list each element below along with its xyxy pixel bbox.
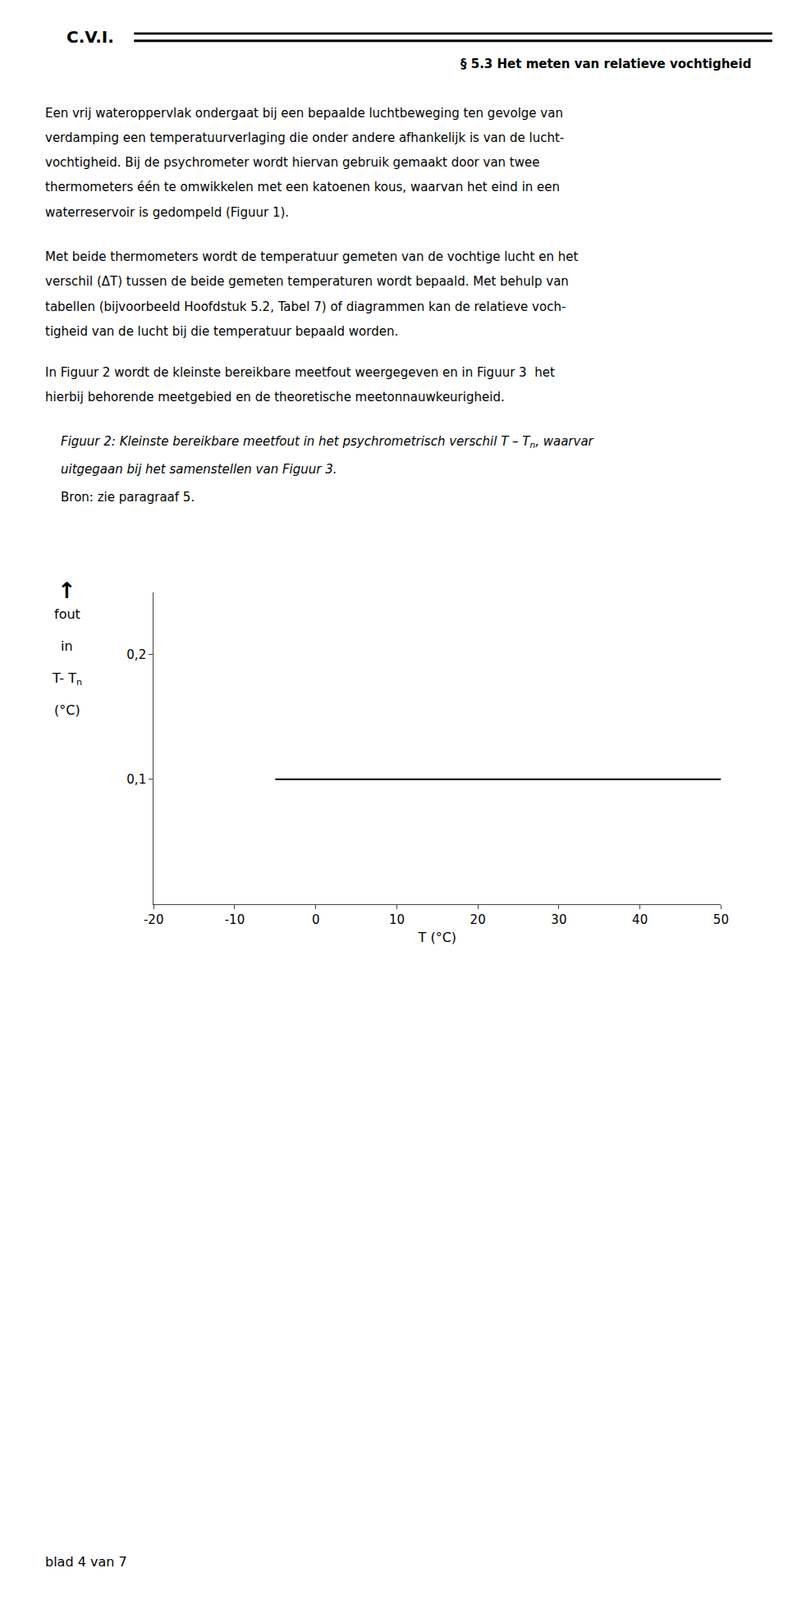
svg-text:T (°C): T (°C) [417, 930, 458, 946]
svg-text:blad 4 van 7: blad 4 van 7 [45, 1554, 128, 1571]
svg-text:0,1: 0,1 [126, 772, 147, 788]
svg-text:50: 50 [713, 912, 729, 928]
svg-text:§ 5.3 Het meten van relatieve: § 5.3 Het meten van relatieve vochtighei… [460, 56, 752, 72]
svg-text:-10: -10 [224, 912, 246, 928]
svg-text:waterreservoir is gedompeld (F: waterreservoir is gedompeld (Figuur 1). [45, 205, 289, 220]
svg-text:T- T​n​: T- T​n​ [51, 670, 83, 688]
svg-text:verdamping een temperatuurverl: verdamping een temperatuurverlaging die … [45, 130, 564, 146]
svg-text:40: 40 [632, 912, 648, 928]
svg-text:10: 10 [389, 912, 405, 928]
svg-text:tabellen (bijvoorbeeld Hoofdst: tabellen (bijvoorbeeld Hoofdstuk 5.2, Ta… [45, 299, 566, 315]
svg-text:Met beide thermometers wordt d: Met beide thermometers wordt de temperat… [45, 249, 578, 265]
svg-text:uitgegaan bij het samenstellen: uitgegaan bij het samenstellen van Figuu… [60, 462, 338, 477]
svg-text:20: 20 [470, 912, 486, 928]
svg-text:0,2: 0,2 [126, 647, 147, 663]
svg-text:Een vrij wateroppervlak onderg: Een vrij wateroppervlak ondergaat bij ee… [45, 105, 564, 121]
svg-text:Figuur 2: Kleinste bereikbare: Figuur 2: Kleinste bereikbare meetfout i… [60, 434, 595, 450]
svg-text:(°C): (°C) [54, 702, 81, 719]
svg-text:thermometers één te omwikkelen: thermometers één te omwikkelen met een k… [45, 179, 560, 195]
svg-text:tigheid van de lucht bij die t: tigheid van de lucht bij die temperatuur… [45, 324, 399, 340]
svg-text:↑: ↑ [57, 577, 77, 604]
svg-text:30: 30 [550, 912, 567, 928]
svg-text:in: in [60, 638, 74, 655]
svg-text:vochtigheid. Bij de psychromet: vochtigheid. Bij de psychrometer wordt h… [45, 155, 540, 170]
svg-text:C.V.I.: C.V.I. [66, 27, 115, 47]
svg-text:-20: -20 [143, 912, 165, 928]
svg-text:hierbij behorende meetgebied e: hierbij behorende meetgebied en de theor… [45, 389, 505, 405]
svg-text:0: 0 [311, 912, 321, 928]
svg-text:In Figuur 2 wordt de kleinste: In Figuur 2 wordt de kleinste bereikbare… [45, 365, 555, 381]
svg-text:Bron: zie paragraaf 5.: Bron: zie paragraaf 5. [60, 490, 195, 505]
svg-text:verschil (ΔT) tussen de beide: verschil (ΔT) tussen de beide gemeten te… [45, 274, 569, 289]
svg-text:fout: fout [54, 606, 81, 623]
